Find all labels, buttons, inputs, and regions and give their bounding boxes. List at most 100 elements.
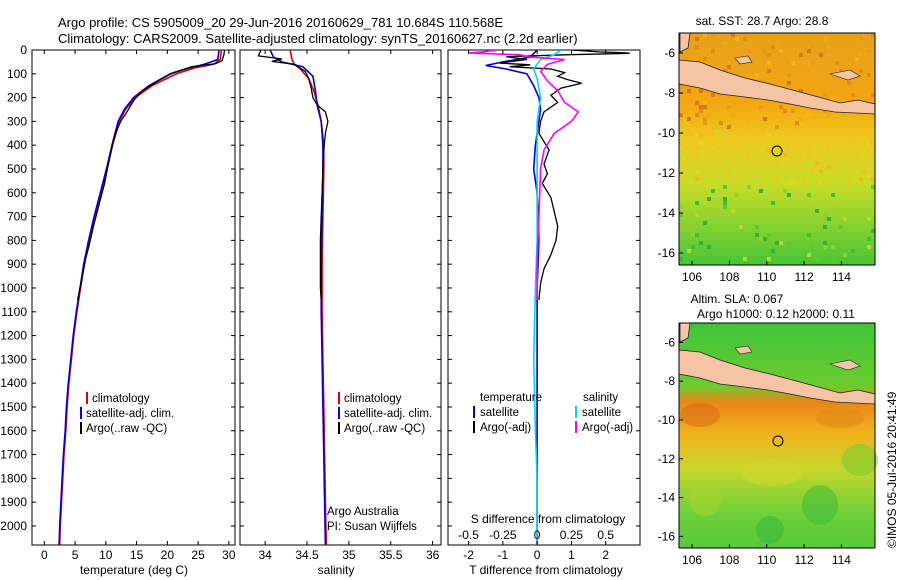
difference-panel	[448, 50, 640, 545]
sst-pixel	[679, 145, 683, 149]
sst-pixel	[831, 193, 835, 197]
sst-pixel	[763, 237, 767, 241]
depth-tick-label: 1400	[0, 376, 27, 390]
sst-pixel	[847, 181, 851, 185]
sst-pixel	[811, 197, 815, 201]
x-tick-label: -1	[498, 548, 509, 562]
map-x-tick-label: 110	[757, 270, 776, 284]
map-y-tick-label: -16	[658, 529, 676, 543]
sst-pixel	[771, 157, 775, 161]
sst-pixel	[723, 41, 727, 45]
sla-map	[679, 323, 878, 548]
sst-pixel	[723, 197, 727, 201]
depth-tick-label: 1700	[0, 448, 27, 462]
map-x-tick-label: 108	[719, 553, 739, 567]
sst-pixel	[867, 49, 871, 53]
sst-pixel	[823, 37, 827, 41]
sst-pixel	[811, 69, 815, 73]
sst-pixel	[747, 153, 751, 157]
depth-tick-label: 1900	[0, 495, 27, 509]
sst-pixel	[811, 45, 815, 49]
sst-pixel	[711, 189, 715, 193]
sst-pixel	[767, 257, 771, 261]
sst-pixel	[791, 113, 795, 117]
sst-pixel	[783, 189, 787, 193]
depth-tick-label: 1800	[0, 471, 27, 485]
salinity-xlabel: salinity	[318, 563, 355, 577]
series-line-t-satellite	[486, 50, 541, 545]
sst-pixel	[867, 245, 871, 249]
sla-map-title-line2: Argo h1000: 0.12 h2000: 0.11	[697, 307, 855, 321]
sst-pixel	[787, 81, 791, 85]
sst-pixel	[811, 169, 815, 173]
sst-pixel	[823, 181, 827, 185]
sst-pixel	[695, 37, 699, 41]
temperature-series	[59, 50, 224, 545]
sst-pixel	[819, 53, 823, 57]
sst-pixel	[867, 149, 871, 153]
sst-pixel	[731, 113, 735, 117]
sst-pixel	[795, 125, 799, 129]
figure: Argo profile: CS 5905009_20 29-Jun-2016 …	[0, 0, 900, 580]
sst-pixel	[815, 257, 819, 261]
series-line-satellite-adj-clim-	[270, 50, 325, 545]
legend-climatology: climatology	[92, 393, 150, 405]
s-diff-tick-label: -0.5	[458, 528, 479, 542]
sst-pixel	[871, 93, 875, 97]
sst-pixel	[695, 153, 699, 157]
sst-pixel	[679, 205, 683, 209]
sst-pixel	[859, 177, 863, 181]
depth-tick-label: 700	[7, 210, 27, 224]
temperature-legend: climatology satellite-adj. clim. Argo(..…	[81, 392, 174, 435]
sst-pixel	[791, 61, 795, 65]
sst-pixel	[759, 121, 763, 125]
depth-tick-label: 900	[7, 257, 27, 271]
map-y-tick-label: -10	[658, 126, 676, 140]
sst-pixel	[807, 153, 811, 157]
salinity-panel	[240, 50, 441, 545]
sst-pixel	[787, 241, 791, 245]
depth-tick-label: 400	[7, 138, 27, 152]
map-x-tick-label: 106	[682, 553, 702, 567]
sst-pixel	[679, 257, 683, 261]
annotation-argo-australia: Argo Australia	[327, 506, 399, 518]
sst-pixel	[791, 109, 795, 113]
sst-pixel	[695, 213, 699, 217]
map-x-tick-label: 112	[794, 270, 813, 284]
sst-pixel	[735, 193, 739, 197]
sst-pixel	[679, 173, 683, 177]
sst-pixel	[863, 217, 867, 221]
sst-pixel	[871, 185, 875, 189]
sst-pixel	[823, 213, 827, 217]
depth-tick-label: 800	[7, 233, 27, 247]
sst-pixel	[871, 133, 875, 137]
x-tick-label: 20	[161, 548, 175, 562]
depth-tick-label: 0	[20, 43, 27, 57]
sst-pixel	[775, 129, 779, 133]
sst-pixel	[775, 45, 779, 49]
s-diff-tick-label: 0.25	[560, 528, 584, 542]
t-difference-xlabel: T difference from climatology	[469, 563, 623, 577]
series-line-t-argo	[499, 50, 629, 300]
sst-pixel	[727, 65, 731, 69]
sst-pixel	[687, 89, 691, 93]
sst-pixel	[695, 101, 699, 105]
sst-pixel	[703, 221, 707, 225]
map-y-tick-label: -10	[658, 413, 676, 427]
sst-pixel	[723, 133, 727, 137]
sst-pixel	[695, 233, 699, 237]
sst-pixel	[855, 57, 859, 61]
sst-pixel	[691, 129, 695, 133]
difference-legend: temperature satellite Argo(-adj) salinit…	[474, 392, 633, 434]
sst-pixel	[703, 57, 707, 61]
sst-pixel	[831, 245, 835, 249]
sst-pixel	[775, 177, 779, 181]
x-tick-label: 5	[72, 548, 79, 562]
sst-pixel	[723, 201, 727, 205]
map-y-tick-label: -14	[658, 206, 676, 220]
sst-pixel	[831, 197, 835, 201]
sst-pixel	[723, 185, 727, 189]
sst-pixel	[695, 201, 699, 205]
sst-pixel	[695, 113, 699, 117]
legend-s-satellite: satellite	[582, 407, 621, 419]
